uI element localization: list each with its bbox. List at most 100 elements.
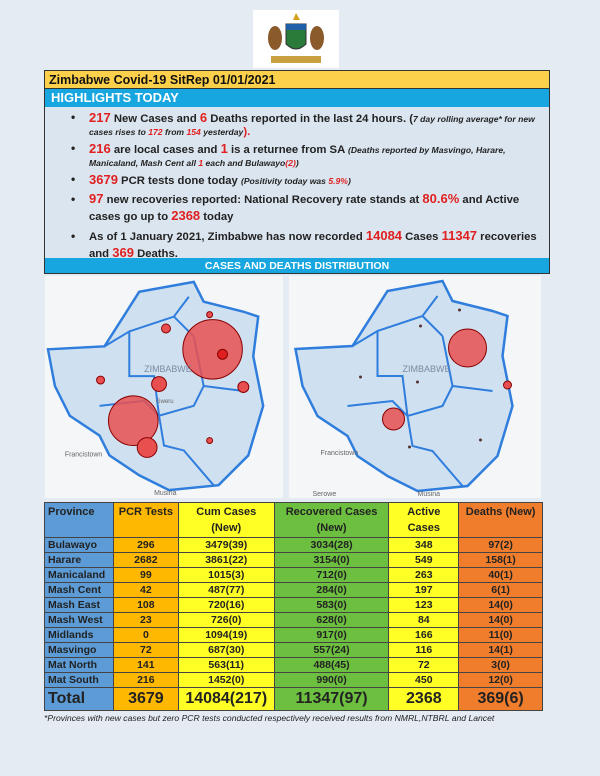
mat-south-bubble bbox=[136, 437, 158, 458]
bulawayo-bubble bbox=[382, 407, 405, 431]
value: 3679 bbox=[89, 172, 118, 187]
masvingo-dot bbox=[479, 438, 482, 442]
value: (2) bbox=[285, 158, 296, 168]
column-header: Active Cases bbox=[388, 502, 460, 538]
table-cell: 3154(0) bbox=[273, 552, 390, 568]
table-cell: 108 bbox=[112, 597, 179, 613]
mash-cent-bubble bbox=[206, 311, 214, 319]
table-cell: 488(45) bbox=[273, 657, 390, 673]
column-header: Recovered Cases (New) bbox=[273, 502, 390, 538]
province-name: Mat South bbox=[44, 672, 114, 688]
province-table: Province PCR Tests Cum Cases (New) Recovere… bbox=[44, 502, 543, 711]
bulawayo-bubble bbox=[107, 395, 159, 447]
value: 1 bbox=[220, 141, 228, 156]
text: each and Bulawayo bbox=[203, 158, 286, 168]
text: is a returnee from SA bbox=[227, 144, 348, 156]
value: 2368 bbox=[171, 208, 201, 223]
table-row: Harare 2682 3861(22) 3154(0) 549 158(1) bbox=[44, 552, 543, 568]
value: 80.6% bbox=[422, 191, 460, 206]
text: 7 day rolling average* for new cases ris… bbox=[89, 114, 535, 137]
total-cell: 14084(217) bbox=[177, 687, 275, 711]
highlight-item: 97 new recoveries reported: National Rec… bbox=[71, 191, 537, 225]
text: yesterday bbox=[200, 127, 244, 137]
midlands-dot bbox=[416, 380, 419, 384]
text: recoveries and bbox=[89, 231, 537, 260]
table-cell: 14(0) bbox=[458, 597, 543, 613]
table-cell: 42 bbox=[112, 582, 179, 598]
province-name: Midlands bbox=[44, 627, 114, 643]
province-name: Mash Cent bbox=[44, 582, 114, 598]
total-cell: 369(6) bbox=[458, 687, 543, 711]
country-label: ZIMBABWE bbox=[403, 364, 451, 374]
table-cell: 12(0) bbox=[458, 672, 543, 688]
table-cell: 14(1) bbox=[458, 642, 543, 658]
table-cell: 284(0) bbox=[273, 582, 390, 598]
table-cell: 720(16) bbox=[177, 597, 275, 613]
text: today bbox=[200, 211, 234, 223]
province-name: Mash East bbox=[44, 597, 114, 613]
gweru-label: Gweru bbox=[156, 399, 174, 405]
value: 369 bbox=[112, 245, 134, 260]
value: 216 bbox=[89, 141, 111, 156]
table-cell: 726(0) bbox=[177, 612, 275, 628]
francistown-label: Francistown bbox=[65, 451, 103, 458]
table-row: Masvingo 72 687(30) 557(24) 116 14(1) bbox=[44, 642, 543, 658]
table-cell: 563(11) bbox=[177, 657, 275, 673]
table-cell: 166 bbox=[388, 627, 460, 643]
cases-map-svg: ZIMBABWE Gweru Francistown Musina bbox=[46, 280, 265, 497]
table-cell: 84 bbox=[388, 612, 460, 628]
francistown-label: Francistown bbox=[321, 450, 359, 457]
table-cell: 123 bbox=[388, 597, 460, 613]
table-cell: 557(24) bbox=[273, 642, 390, 658]
table-row: Mash Cent 42 487(77) 284(0) 197 6(1) bbox=[44, 582, 543, 598]
highlight-item: 217 New Cases and 6 Deaths reported in t… bbox=[71, 111, 537, 139]
table-cell: 72 bbox=[388, 657, 460, 673]
table-cell: 3(0) bbox=[458, 657, 543, 673]
text: and Active cases go up to bbox=[89, 194, 520, 223]
table-row: Midlands 0 1094(19) 917(0) 166 11(0) bbox=[44, 627, 543, 643]
musina-label: Musina bbox=[154, 490, 177, 497]
mash-west-dot bbox=[419, 324, 422, 328]
deaths-map-svg: ZIMBABWE Francistown Serowe Musina bbox=[294, 279, 514, 498]
mat-north-dot bbox=[359, 375, 362, 379]
text: PCR tests done today bbox=[117, 175, 241, 187]
value: 1 bbox=[198, 158, 204, 168]
total-cell: 11347(97) bbox=[273, 687, 390, 711]
report-title: Zimbabwe Covid-19 SitRep 01/01/2021 bbox=[44, 70, 550, 89]
table-cell: 99 bbox=[112, 567, 179, 583]
value: 5.9% bbox=[328, 176, 348, 186]
table-cell: 216 bbox=[112, 672, 179, 688]
highlight-item: As of 1 January 2021, Zimbabwe has now r… bbox=[71, 228, 537, 262]
table-cell: 197 bbox=[388, 582, 460, 598]
table-cell: 97(2) bbox=[458, 537, 543, 553]
mash-west-bubble bbox=[161, 323, 171, 334]
table-cell: 0 bbox=[112, 627, 179, 643]
cases-map: ZIMBABWE Gweru Francistown Musina bbox=[45, 276, 283, 498]
mash-cent-dot bbox=[458, 308, 461, 312]
table-cell: 687(30) bbox=[177, 642, 275, 658]
table-cell: 158(1) bbox=[458, 552, 543, 568]
table-cell: 40(1) bbox=[458, 567, 543, 583]
value: 217 bbox=[89, 110, 111, 125]
value: 14084 bbox=[365, 228, 403, 243]
column-header: Province bbox=[44, 502, 114, 538]
table-cell: 23 bbox=[112, 612, 179, 628]
harare-bubble bbox=[182, 319, 243, 380]
table-cell: 712(0) bbox=[273, 567, 390, 583]
total-row: Total 3679 14084(217) 11347(97) 2368 369(6) bbox=[44, 687, 543, 711]
mat-south-dot bbox=[408, 445, 411, 449]
text: Cases bbox=[402, 231, 442, 243]
table-cell: 11(0) bbox=[458, 627, 543, 643]
text: As of 1 January 2021, Zimbabwe has now r… bbox=[89, 231, 366, 243]
highlights-header: HIGHLIGHTS TODAY bbox=[44, 89, 550, 107]
table-cell: 72 bbox=[112, 642, 179, 658]
table-cell: 2682 bbox=[112, 552, 179, 568]
table-cell: 348 bbox=[388, 537, 460, 553]
table-cell: 990(0) bbox=[273, 672, 390, 688]
province-name: Mat North bbox=[44, 657, 114, 673]
value: 97 bbox=[89, 191, 104, 206]
table-cell: 14(0) bbox=[458, 612, 543, 628]
text: New Cases and bbox=[110, 113, 200, 125]
table-row: Mat South 216 1452(0) 990(0) 450 12(0) bbox=[44, 672, 543, 688]
text: (Deaths reported by Masvingo, Harare, Ma… bbox=[89, 145, 506, 168]
